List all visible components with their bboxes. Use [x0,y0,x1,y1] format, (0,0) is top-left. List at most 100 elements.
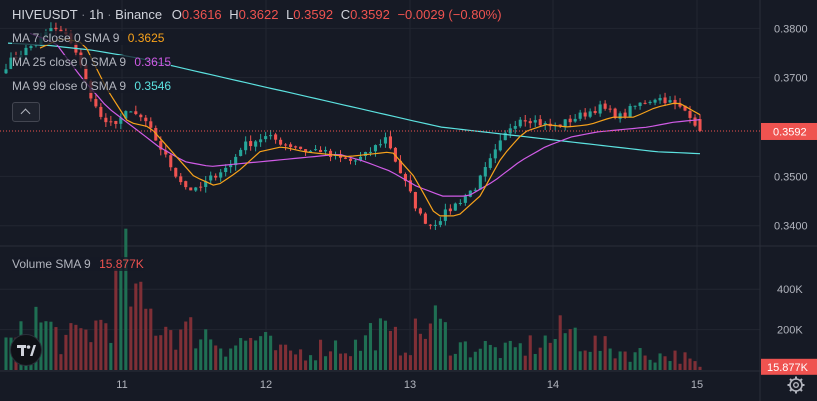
volume-bar [333,340,338,370]
change-value: −0.0029 (−0.80%) [397,7,502,22]
candle-body [279,139,283,145]
volume-bar [618,351,622,370]
volume-bar [199,339,203,370]
volume-bar [338,353,343,370]
ma25-line[interactable] [29,32,701,197]
candle-body [528,121,532,124]
candle-body [214,175,218,178]
volume-bar [473,351,477,370]
ma25-legend[interactable]: MA 25 close 0 SMA 9 0.3615 [12,55,172,69]
volume-bar [668,361,672,370]
volume-bar [458,342,462,370]
volume-bar [289,350,293,370]
volume-bar [259,336,263,370]
volume-bar [558,315,562,370]
volume-bar [84,329,88,370]
tradingview-logo-icon[interactable] [10,334,42,366]
last-price-value: 0.3592 [773,126,807,138]
volume-bar [623,351,627,370]
candle-body [433,224,437,226]
price-tick-label: 0.3500 [774,171,808,183]
candle-body [413,191,417,209]
volume-bar [209,339,213,370]
symbol-name[interactable]: HIVEUSDT [12,7,78,22]
candle-body [309,150,313,152]
interval-label[interactable]: 1h [89,7,104,22]
candle-body [119,117,123,124]
volume-bar [398,355,402,370]
volume-bar [648,359,652,370]
ma7-value: 0.3625 [127,31,165,45]
volume-bar [174,349,178,370]
volume-bar [214,345,218,370]
ma7-label: MA 7 close 0 SMA 9 [12,31,120,45]
candle-body [284,144,288,146]
volume-bar [653,362,657,370]
price-tick-label: 0.3400 [774,221,808,233]
candle-body [254,141,258,147]
candle-body [368,151,373,153]
candle-body [608,108,612,110]
volume-legend[interactable]: Volume SMA 9 15.877K [12,257,144,271]
volume-tick-label: 400K [777,284,803,296]
high-label: H [229,7,239,22]
volume-bar [483,340,487,370]
volume-bar [418,333,422,370]
close-value: 0.3592 [350,7,390,22]
volume-bar [663,356,667,370]
candle-body [493,149,497,159]
volume-bar [643,355,647,370]
candle-body [224,167,228,173]
volume-bar [234,345,238,370]
volume-bar [224,356,228,370]
volume-bar [99,319,103,370]
volume-bar [169,330,173,370]
candle-body [259,139,263,143]
volume-bar [363,335,368,370]
volume-bar [553,339,557,370]
volume-bar [69,323,73,370]
volume-bar [698,366,702,370]
open-label: O [171,7,182,22]
volume-bar [74,324,78,370]
candle-body [289,144,293,148]
candle-body [294,146,298,148]
candle-body [663,97,667,104]
volume-bar [348,356,353,370]
volume-bar [129,306,133,370]
volume-bar [518,343,522,370]
candle-body [179,176,183,183]
candle-body [648,101,652,104]
volume-bar [159,335,163,370]
volume-bar [4,337,8,370]
volume-bar [573,327,577,370]
ma7-legend[interactable]: MA 7 close 0 SMA 9 0.3625 [12,31,165,45]
volume-bar [423,338,427,370]
candle-body [653,99,657,103]
candle-body [418,208,422,214]
candle-body [378,144,383,146]
candle-body [24,47,28,56]
chevron-up-icon[interactable] [12,102,40,122]
last-volume-value: 15.877K [767,362,809,374]
candle-body [428,224,432,226]
candle-body [199,186,203,188]
header-separator: · [81,7,86,22]
ma99-legend[interactable]: MA 99 close 0 SMA 9 0.3546 [12,79,172,93]
candle-body [483,167,487,177]
volume-bar [638,348,642,370]
candle-body [239,149,243,156]
volume-bar [463,341,467,370]
volume-bar [533,353,537,370]
volume-bar [79,328,83,370]
volume-bar [593,335,597,370]
gear-icon[interactable] [786,375,806,395]
candle-body [593,110,597,114]
candle-body [139,114,143,118]
candle-body [678,103,682,107]
ma7-line[interactable] [39,38,701,217]
volume-bar [358,350,363,370]
volume-value: 15.877K [99,257,144,271]
